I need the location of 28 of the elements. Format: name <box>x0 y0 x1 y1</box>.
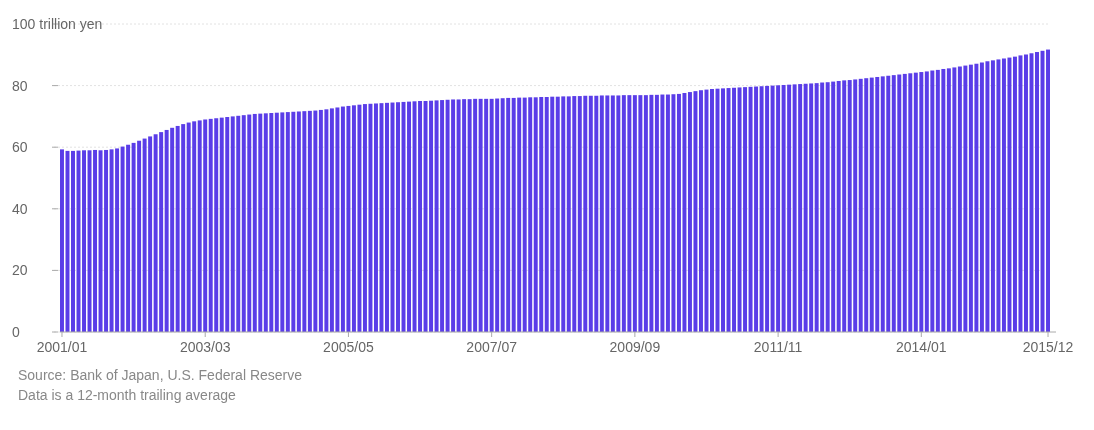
bar <box>60 149 64 332</box>
y-tick-label: 80 <box>12 77 28 94</box>
bar <box>407 101 412 332</box>
x-tick-label: 2005/05 <box>323 339 374 355</box>
y-tick-label: 100 trillion yen <box>12 15 103 32</box>
y-tick-label: 0 <box>12 323 20 340</box>
x-tick-label: 2009/09 <box>609 339 661 355</box>
bar <box>1024 54 1028 332</box>
source-note: Source: Bank of Japan, U.S. Federal Reserve <box>18 367 303 383</box>
y-tick-label: 60 <box>12 139 28 156</box>
bar <box>1035 52 1039 332</box>
x-tick-label: 2003/03 <box>179 339 231 355</box>
x-tick-label: 2015/12 <box>1022 339 1074 355</box>
bar <box>396 102 400 332</box>
bar <box>71 150 75 332</box>
x-tick-label: 2007/07 <box>466 339 518 355</box>
x-tick-label: 2011/11 <box>753 339 803 355</box>
bar <box>710 88 714 332</box>
x-tick-label: 2001/01 <box>36 339 88 355</box>
bar <box>1046 49 1050 332</box>
bar <box>82 150 86 332</box>
bar <box>721 88 725 332</box>
y-tick-label: 40 <box>12 200 28 217</box>
bar <box>385 102 389 332</box>
text: Data is a 12-month trailing average <box>18 387 237 403</box>
x-tick-label: 2014/01 <box>896 339 947 355</box>
y-tick-label: 20 <box>12 262 28 279</box>
bar <box>698 90 703 332</box>
